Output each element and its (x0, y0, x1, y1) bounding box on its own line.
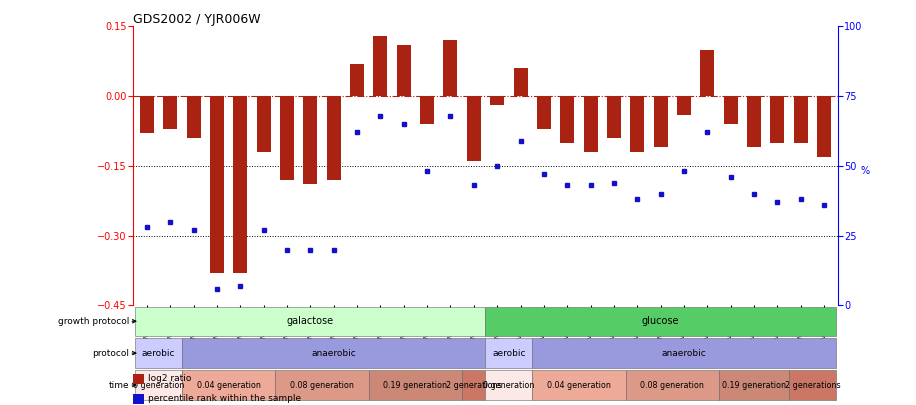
Bar (789, 370, 835, 400)
Bar (794, 96, 808, 143)
Text: growth protocol: growth protocol (58, 317, 129, 326)
Text: time: time (109, 381, 129, 390)
Bar (182, 370, 276, 400)
Text: 0.19 generation: 0.19 generation (722, 381, 786, 390)
Bar (532, 339, 835, 368)
Y-axis label: %: % (861, 166, 870, 176)
Bar (280, 96, 294, 180)
Bar (532, 370, 626, 400)
Bar (182, 339, 485, 368)
Text: 2 generations: 2 generations (785, 381, 840, 390)
Text: 0.19 generation: 0.19 generation (384, 381, 447, 390)
Bar (369, 370, 463, 400)
Bar (485, 339, 532, 368)
Bar (485, 370, 532, 400)
Bar (817, 96, 831, 156)
Bar (327, 96, 341, 180)
Bar (136, 307, 485, 336)
Text: protocol: protocol (93, 349, 129, 358)
Text: GDS2002 / YJR006W: GDS2002 / YJR006W (133, 13, 260, 26)
Bar (626, 370, 719, 400)
Bar (374, 36, 387, 96)
Text: percentile rank within the sample: percentile rank within the sample (148, 394, 301, 403)
Bar (467, 96, 481, 161)
Text: aerobic: aerobic (492, 349, 526, 358)
Bar (443, 40, 457, 96)
Text: galactose: galactose (287, 316, 333, 326)
Bar (163, 96, 177, 129)
Text: 2 generations: 2 generations (446, 381, 502, 390)
Text: 0 generation: 0 generation (133, 381, 184, 390)
Bar (607, 96, 621, 138)
Bar (350, 64, 364, 96)
Bar (583, 96, 597, 152)
Bar (490, 96, 504, 105)
Bar (187, 96, 201, 138)
Text: anaerobic: anaerobic (661, 349, 706, 358)
Text: 0.04 generation: 0.04 generation (197, 381, 260, 390)
Bar (719, 370, 789, 400)
Bar (136, 370, 182, 400)
Bar (747, 96, 761, 147)
Text: 0 generation: 0 generation (483, 381, 535, 390)
Bar (724, 96, 737, 124)
Text: 0.04 generation: 0.04 generation (547, 381, 611, 390)
Bar (397, 45, 410, 96)
Bar (136, 339, 182, 368)
Bar (701, 49, 714, 96)
Text: 0.08 generation: 0.08 generation (290, 381, 354, 390)
Text: anaerobic: anaerobic (311, 349, 356, 358)
Text: log2 ratio: log2 ratio (148, 374, 191, 383)
Bar (420, 96, 434, 124)
Bar (677, 96, 691, 115)
Bar (210, 96, 224, 273)
Bar (463, 370, 485, 400)
Bar (561, 96, 574, 143)
Bar (537, 96, 551, 129)
Bar (234, 96, 247, 273)
Bar (654, 96, 668, 147)
Bar (256, 96, 270, 152)
Bar (630, 96, 644, 152)
Text: glucose: glucose (642, 316, 680, 326)
Bar (303, 96, 317, 184)
Bar (276, 370, 369, 400)
Text: aerobic: aerobic (142, 349, 175, 358)
Bar (140, 96, 154, 133)
Text: 0.08 generation: 0.08 generation (640, 381, 704, 390)
Bar (514, 68, 528, 96)
Bar (770, 96, 784, 143)
Bar (485, 307, 835, 336)
